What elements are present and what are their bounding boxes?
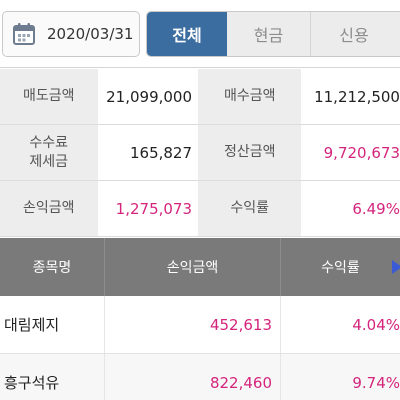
return-rate-value: 6.49%: [301, 181, 400, 236]
stock-profit: 452,613: [104, 296, 280, 353]
tab-cash[interactable]: 현금: [227, 12, 311, 56]
column-header-rate-label: 수익률: [321, 260, 360, 276]
stock-table-header: 종목명 손익금액 수익률: [0, 238, 400, 296]
profit-loss-value: 1,275,073: [97, 181, 199, 236]
profit-loss-label: 손익금액: [0, 181, 98, 236]
stock-profit: 822,460: [104, 354, 280, 400]
stock-rate: 9.74%: [280, 354, 400, 400]
stock-name: 흥구석유: [4, 374, 60, 392]
column-header-name[interactable]: 종목명: [32, 260, 72, 276]
summary-grid: 매도금액 21,099,000 매수금액 11,212,500 수수료 제세금 …: [0, 69, 400, 237]
fee-tax-value: 165,827: [97, 125, 199, 180]
settlement-amount-label: 정산금액: [198, 125, 302, 180]
tab-all[interactable]: 전체: [147, 12, 227, 56]
date-picker[interactable]: 2020/03/31: [2, 11, 140, 57]
buy-amount-label: 매수금액: [198, 69, 302, 124]
date-value: 2020/03/31: [47, 25, 134, 43]
buy-amount-value: 11,212,500: [301, 69, 400, 124]
account-type-tabs: 전체 현금 신용: [146, 11, 400, 57]
summary-row: 매도금액 21,099,000 매수금액 11,212,500: [0, 69, 400, 125]
table-row[interactable]: 흥구석유 822,460 9.74%: [0, 354, 400, 400]
column-header-rate[interactable]: 수익률: [280, 238, 400, 296]
sell-amount-label: 매도금액: [0, 69, 98, 124]
settlement-amount-value: 9,720,673: [301, 125, 400, 180]
fee-tax-label: 수수료 제세금: [0, 125, 98, 180]
summary-row: 수수료 제세금 165,827 정산금액 9,720,673: [0, 125, 400, 181]
stock-rate: 4.04%: [280, 296, 400, 353]
top-bar: 2020/03/31 전체 현금 신용: [0, 0, 400, 68]
stock-table: 대림제지 452,613 4.04% 흥구석유 822,460 9.74%: [0, 296, 400, 400]
sell-amount-value: 21,099,000: [97, 69, 199, 124]
calendar-icon: [11, 21, 37, 47]
scroll-right-icon[interactable]: [392, 260, 400, 274]
return-rate-label: 수익률: [198, 181, 302, 236]
table-row[interactable]: 대림제지 452,613 4.04%: [0, 296, 400, 354]
stock-name: 대림제지: [4, 316, 60, 334]
tab-credit[interactable]: 신용: [339, 26, 369, 45]
summary-row: 손익금액 1,275,073 수익률 6.49%: [0, 181, 400, 237]
column-header-profit[interactable]: 손익금액: [104, 238, 280, 296]
